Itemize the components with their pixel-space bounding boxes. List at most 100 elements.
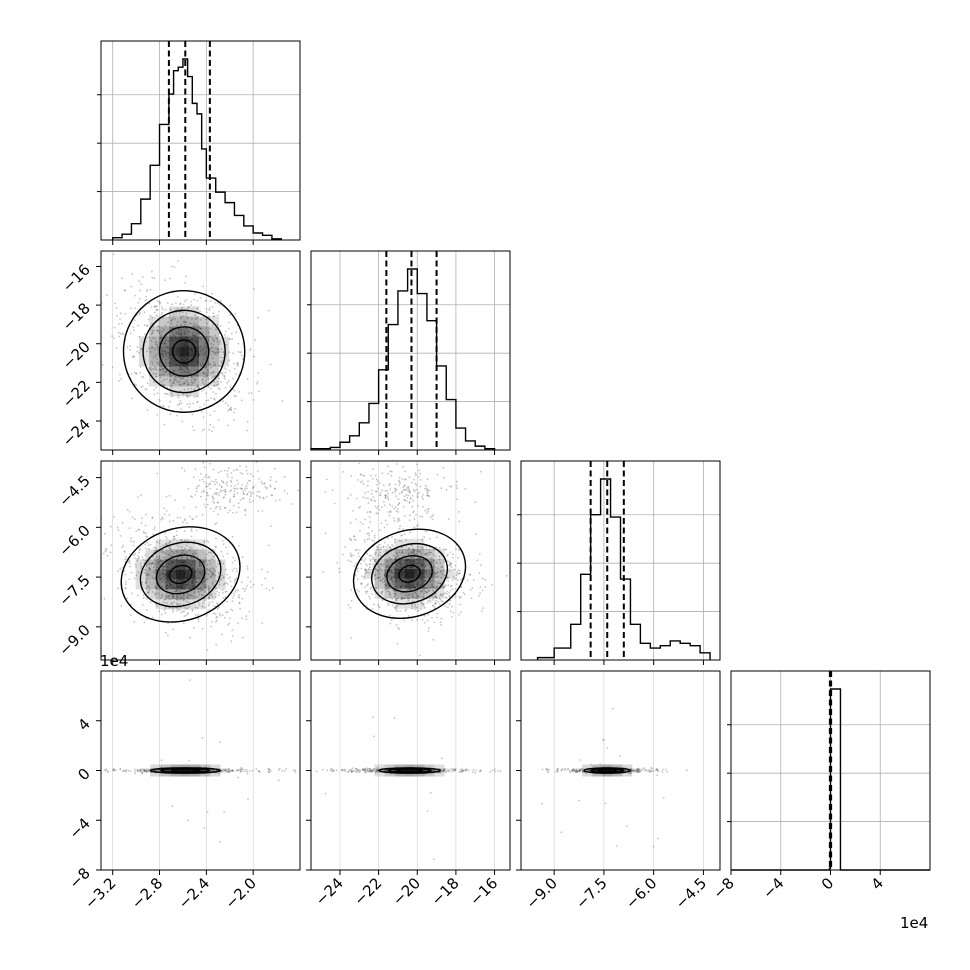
scatter-point: [373, 536, 376, 539]
scatter-point: [215, 352, 218, 354]
scatter-point: [152, 555, 155, 558]
scatter-point: [369, 770, 371, 773]
density-cell: [185, 549, 196, 560]
scatter-point: [238, 597, 241, 599]
scatter-point: [369, 511, 372, 514]
scatter-point: [203, 466, 206, 469]
density-cell: [384, 588, 395, 599]
scatter-point: [180, 611, 183, 614]
scatter-point: [142, 530, 145, 533]
scatter-point: [137, 769, 139, 772]
scatter-point: [427, 613, 429, 616]
scatter-point: [208, 589, 211, 592]
scatter-point: [245, 615, 248, 618]
scatter-point: [360, 582, 363, 585]
scatter-point: [190, 530, 193, 532]
scatter-point: [194, 379, 196, 382]
scatter-point: [411, 619, 413, 622]
scatter-point: [422, 498, 424, 501]
scatter-point: [188, 406, 191, 408]
scatter-point: [204, 485, 207, 488]
scatter-point: [645, 768, 647, 771]
scatter-point: [350, 539, 353, 542]
scatter-point: [449, 589, 452, 592]
y-tick-label: −4.5: [55, 472, 93, 510]
scatter-point: [164, 598, 167, 601]
scatter-point: [150, 562, 153, 565]
scatter-point: [168, 554, 170, 556]
scatter-point: [160, 585, 163, 588]
y-tick-label: 4: [74, 715, 93, 734]
scatter-point: [415, 593, 418, 596]
density-cell: [179, 366, 190, 377]
scatter-point: [163, 392, 166, 395]
scatter-point: [414, 490, 416, 492]
scatter-point: [367, 770, 369, 773]
scatter-point: [571, 769, 573, 772]
scatter-point: [167, 596, 169, 598]
scatter-point: [187, 487, 190, 490]
scatter-point: [187, 383, 189, 386]
scatter-point: [196, 400, 199, 403]
scatter-point: [103, 597, 106, 600]
scatter-point: [193, 298, 195, 301]
scatter-point: [125, 556, 128, 559]
scatter-point: [179, 390, 182, 393]
scatter-point: [438, 546, 441, 549]
scatter-point: [624, 769, 627, 772]
scatter-point: [407, 548, 410, 550]
scatter-point: [162, 404, 164, 407]
scatter-point: [171, 805, 174, 807]
density-cell: [384, 558, 395, 569]
scatter-point: [139, 562, 142, 565]
scatter-point: [402, 465, 404, 468]
scatter-point: [185, 597, 188, 599]
scatter-point: [442, 466, 445, 469]
scatter-point: [237, 502, 240, 505]
scatter-point: [474, 771, 476, 774]
scatter-point: [179, 594, 181, 597]
scatter-point: [196, 555, 199, 558]
scatter-point: [382, 577, 385, 580]
scatter-point: [149, 351, 152, 353]
scatter-point: [121, 323, 123, 325]
scatter-point: [405, 539, 408, 541]
scatter-point: [248, 770, 251, 772]
density-cell: [189, 336, 200, 347]
scatter-point: [438, 555, 441, 558]
scatter-point: [634, 769, 637, 772]
scatter-point: [258, 478, 260, 480]
scatter-point: [350, 771, 353, 774]
scatter-point: [134, 294, 137, 297]
scatter-point: [432, 586, 435, 588]
scatter-point: [372, 468, 374, 470]
scatter-point: [391, 598, 394, 600]
scatter-point: [150, 369, 153, 371]
scatter-point: [171, 550, 173, 553]
scatter-point: [233, 579, 236, 582]
scatter-point: [190, 557, 193, 559]
scatter-point: [364, 568, 366, 571]
scatter-point: [415, 474, 417, 477]
scatter-point: [193, 396, 196, 399]
scatter-point: [149, 314, 152, 317]
scatter-point: [352, 769, 355, 772]
scatter-point: [446, 606, 449, 609]
scatter-point: [186, 595, 189, 598]
scatter-point: [162, 367, 165, 370]
scatter-point: [130, 614, 132, 616]
scatter-point: [350, 770, 353, 773]
scatter-point: [375, 769, 378, 771]
scatter-point: [361, 769, 364, 771]
scatter-point: [172, 610, 175, 613]
scatter-point: [416, 618, 419, 621]
scatter-point: [444, 596, 447, 599]
scatter-point: [408, 589, 411, 591]
scatter-point: [412, 596, 415, 599]
scatter-point: [433, 606, 436, 609]
scatter-point: [219, 741, 221, 743]
scatter-point: [373, 499, 375, 502]
scatter-point: [136, 350, 139, 353]
scatter-point: [401, 549, 404, 552]
scatter-point: [160, 380, 163, 383]
